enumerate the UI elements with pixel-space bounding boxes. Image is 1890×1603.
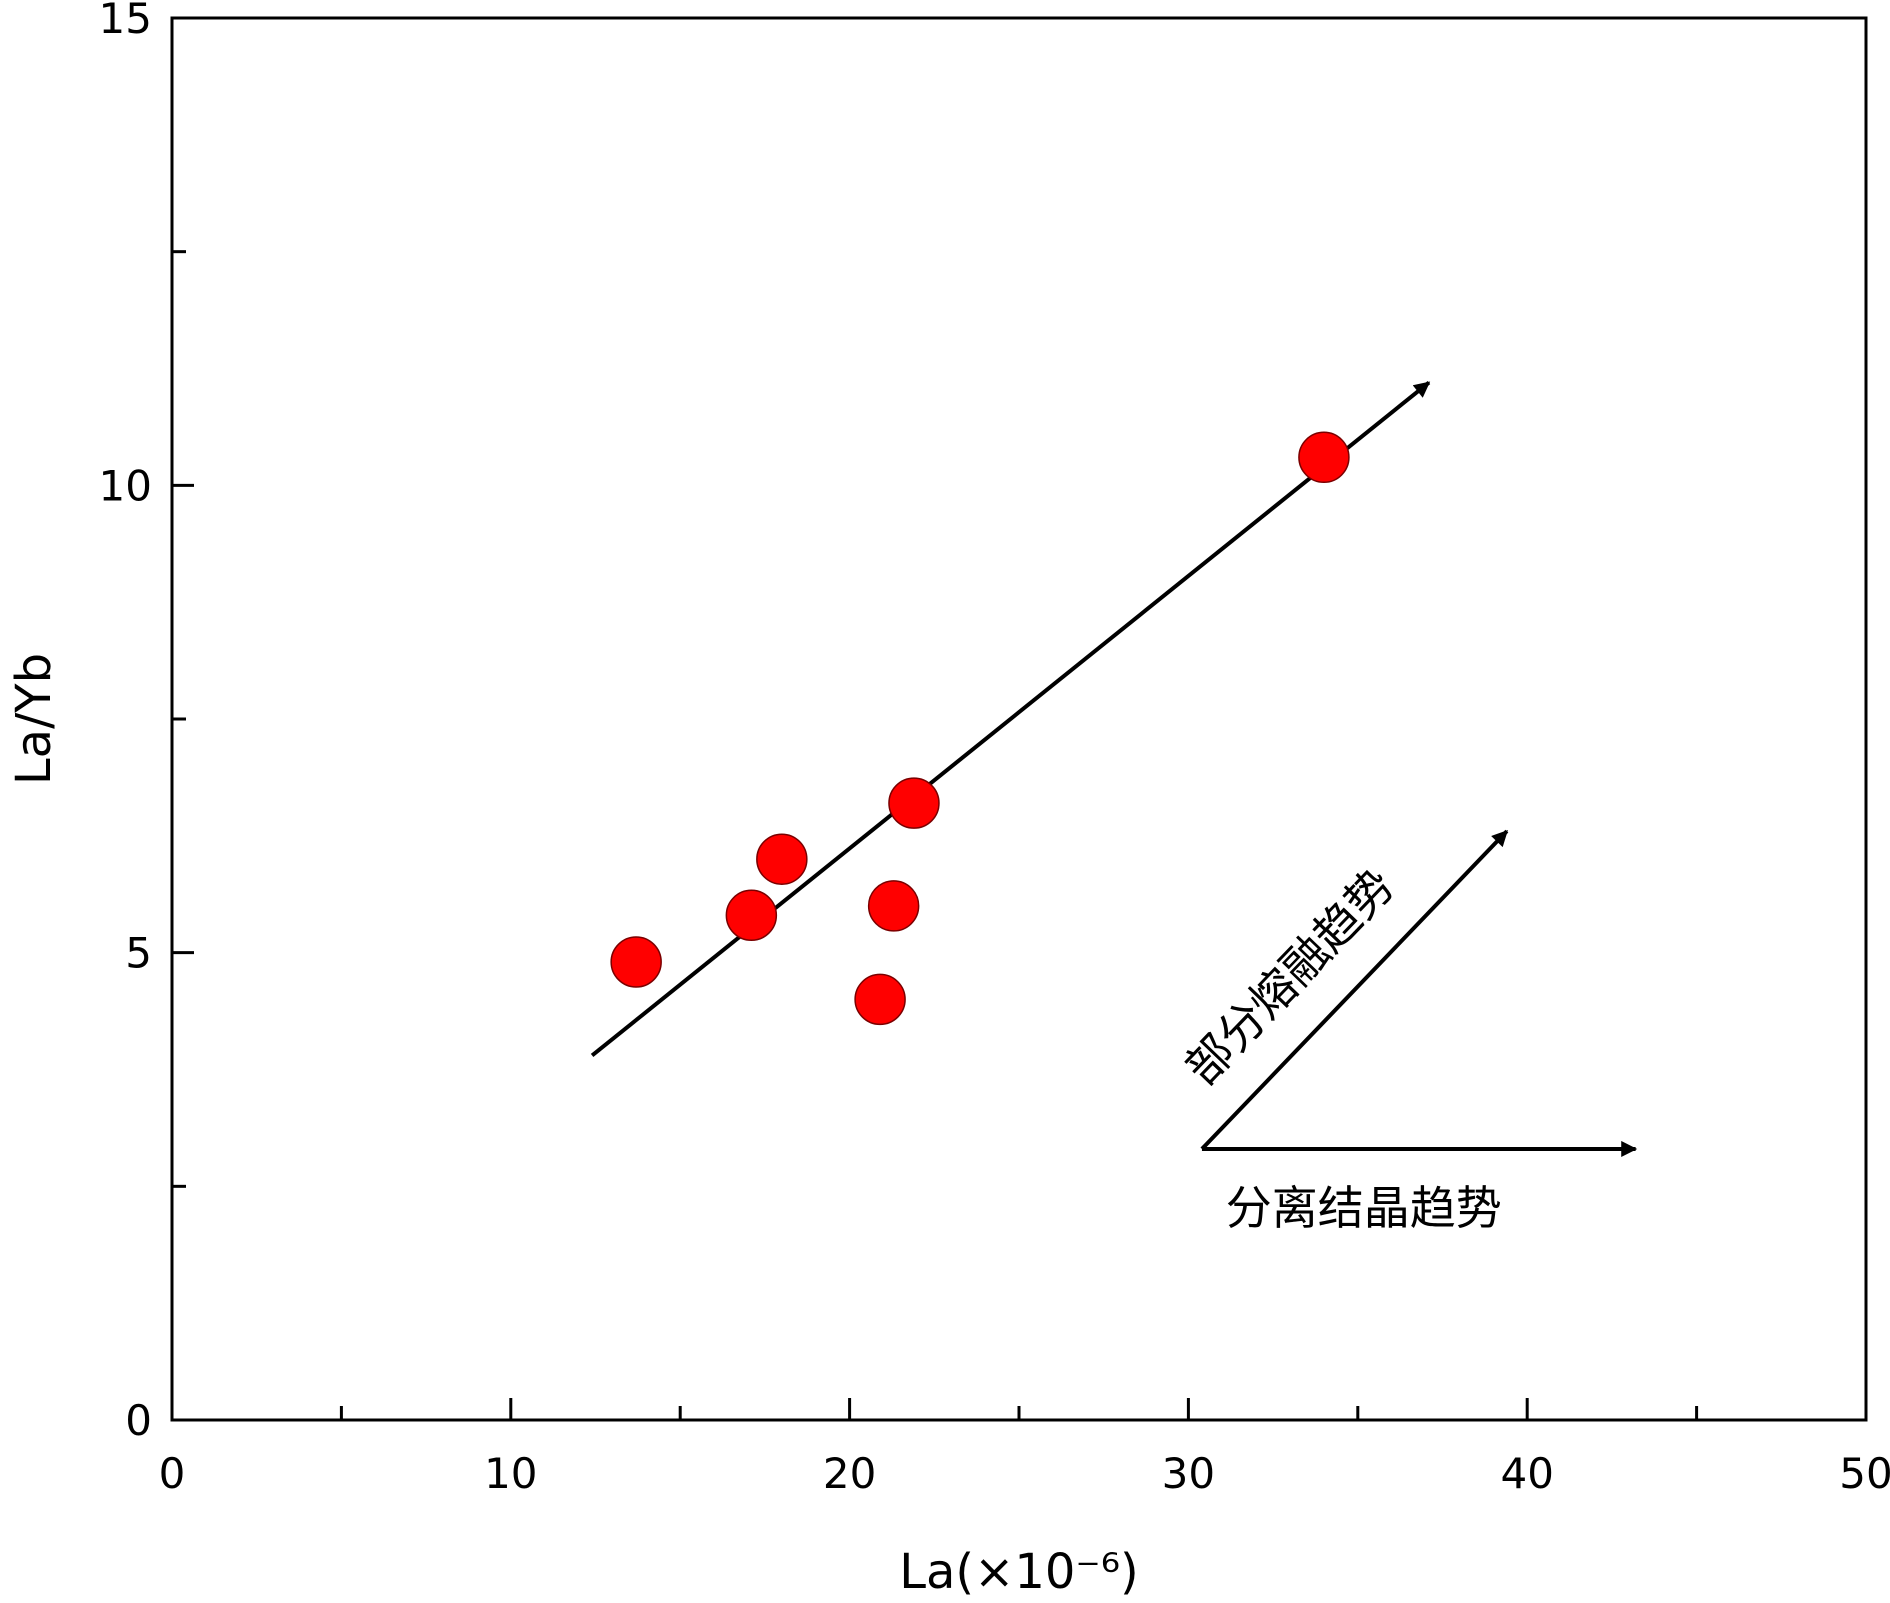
data-points	[610, 431, 1350, 1026]
data-point	[888, 777, 940, 829]
x-tick-label: 40	[1500, 1449, 1553, 1498]
data-point	[756, 833, 808, 885]
x-tick-label: 0	[159, 1449, 186, 1498]
x-axis-title: La(×10⁻⁶)	[899, 1544, 1138, 1600]
data-point	[725, 889, 778, 942]
x-tick-label: 20	[823, 1449, 876, 1498]
plot-frame	[170, 16, 1868, 1422]
y-tick-label: 0	[125, 1396, 152, 1445]
data-point	[610, 936, 662, 988]
data-point	[1298, 431, 1350, 484]
fractional-crystallization-label: 分离结晶趋势	[1226, 1181, 1502, 1235]
trend-line	[590, 380, 1431, 1058]
trend-arrows	[590, 380, 1638, 1157]
axis-tick-labels: 0 10 20 30 40 50 0 5 10 15	[99, 0, 1890, 1498]
x-tick-label: 50	[1839, 1449, 1890, 1498]
y-tick-label: 10	[99, 461, 152, 510]
y-axis-title: La/Yb	[6, 653, 62, 785]
y-tick-label: 5	[125, 929, 152, 978]
x-tick-label: 30	[1162, 1449, 1215, 1498]
y-tick-label: 15	[99, 0, 152, 43]
data-point	[854, 973, 906, 1026]
data-point	[867, 880, 920, 932]
x-tick-label: 10	[484, 1449, 537, 1498]
axis-ticks	[170, 16, 1868, 1422]
partial-melting-arrow	[1200, 829, 1509, 1151]
